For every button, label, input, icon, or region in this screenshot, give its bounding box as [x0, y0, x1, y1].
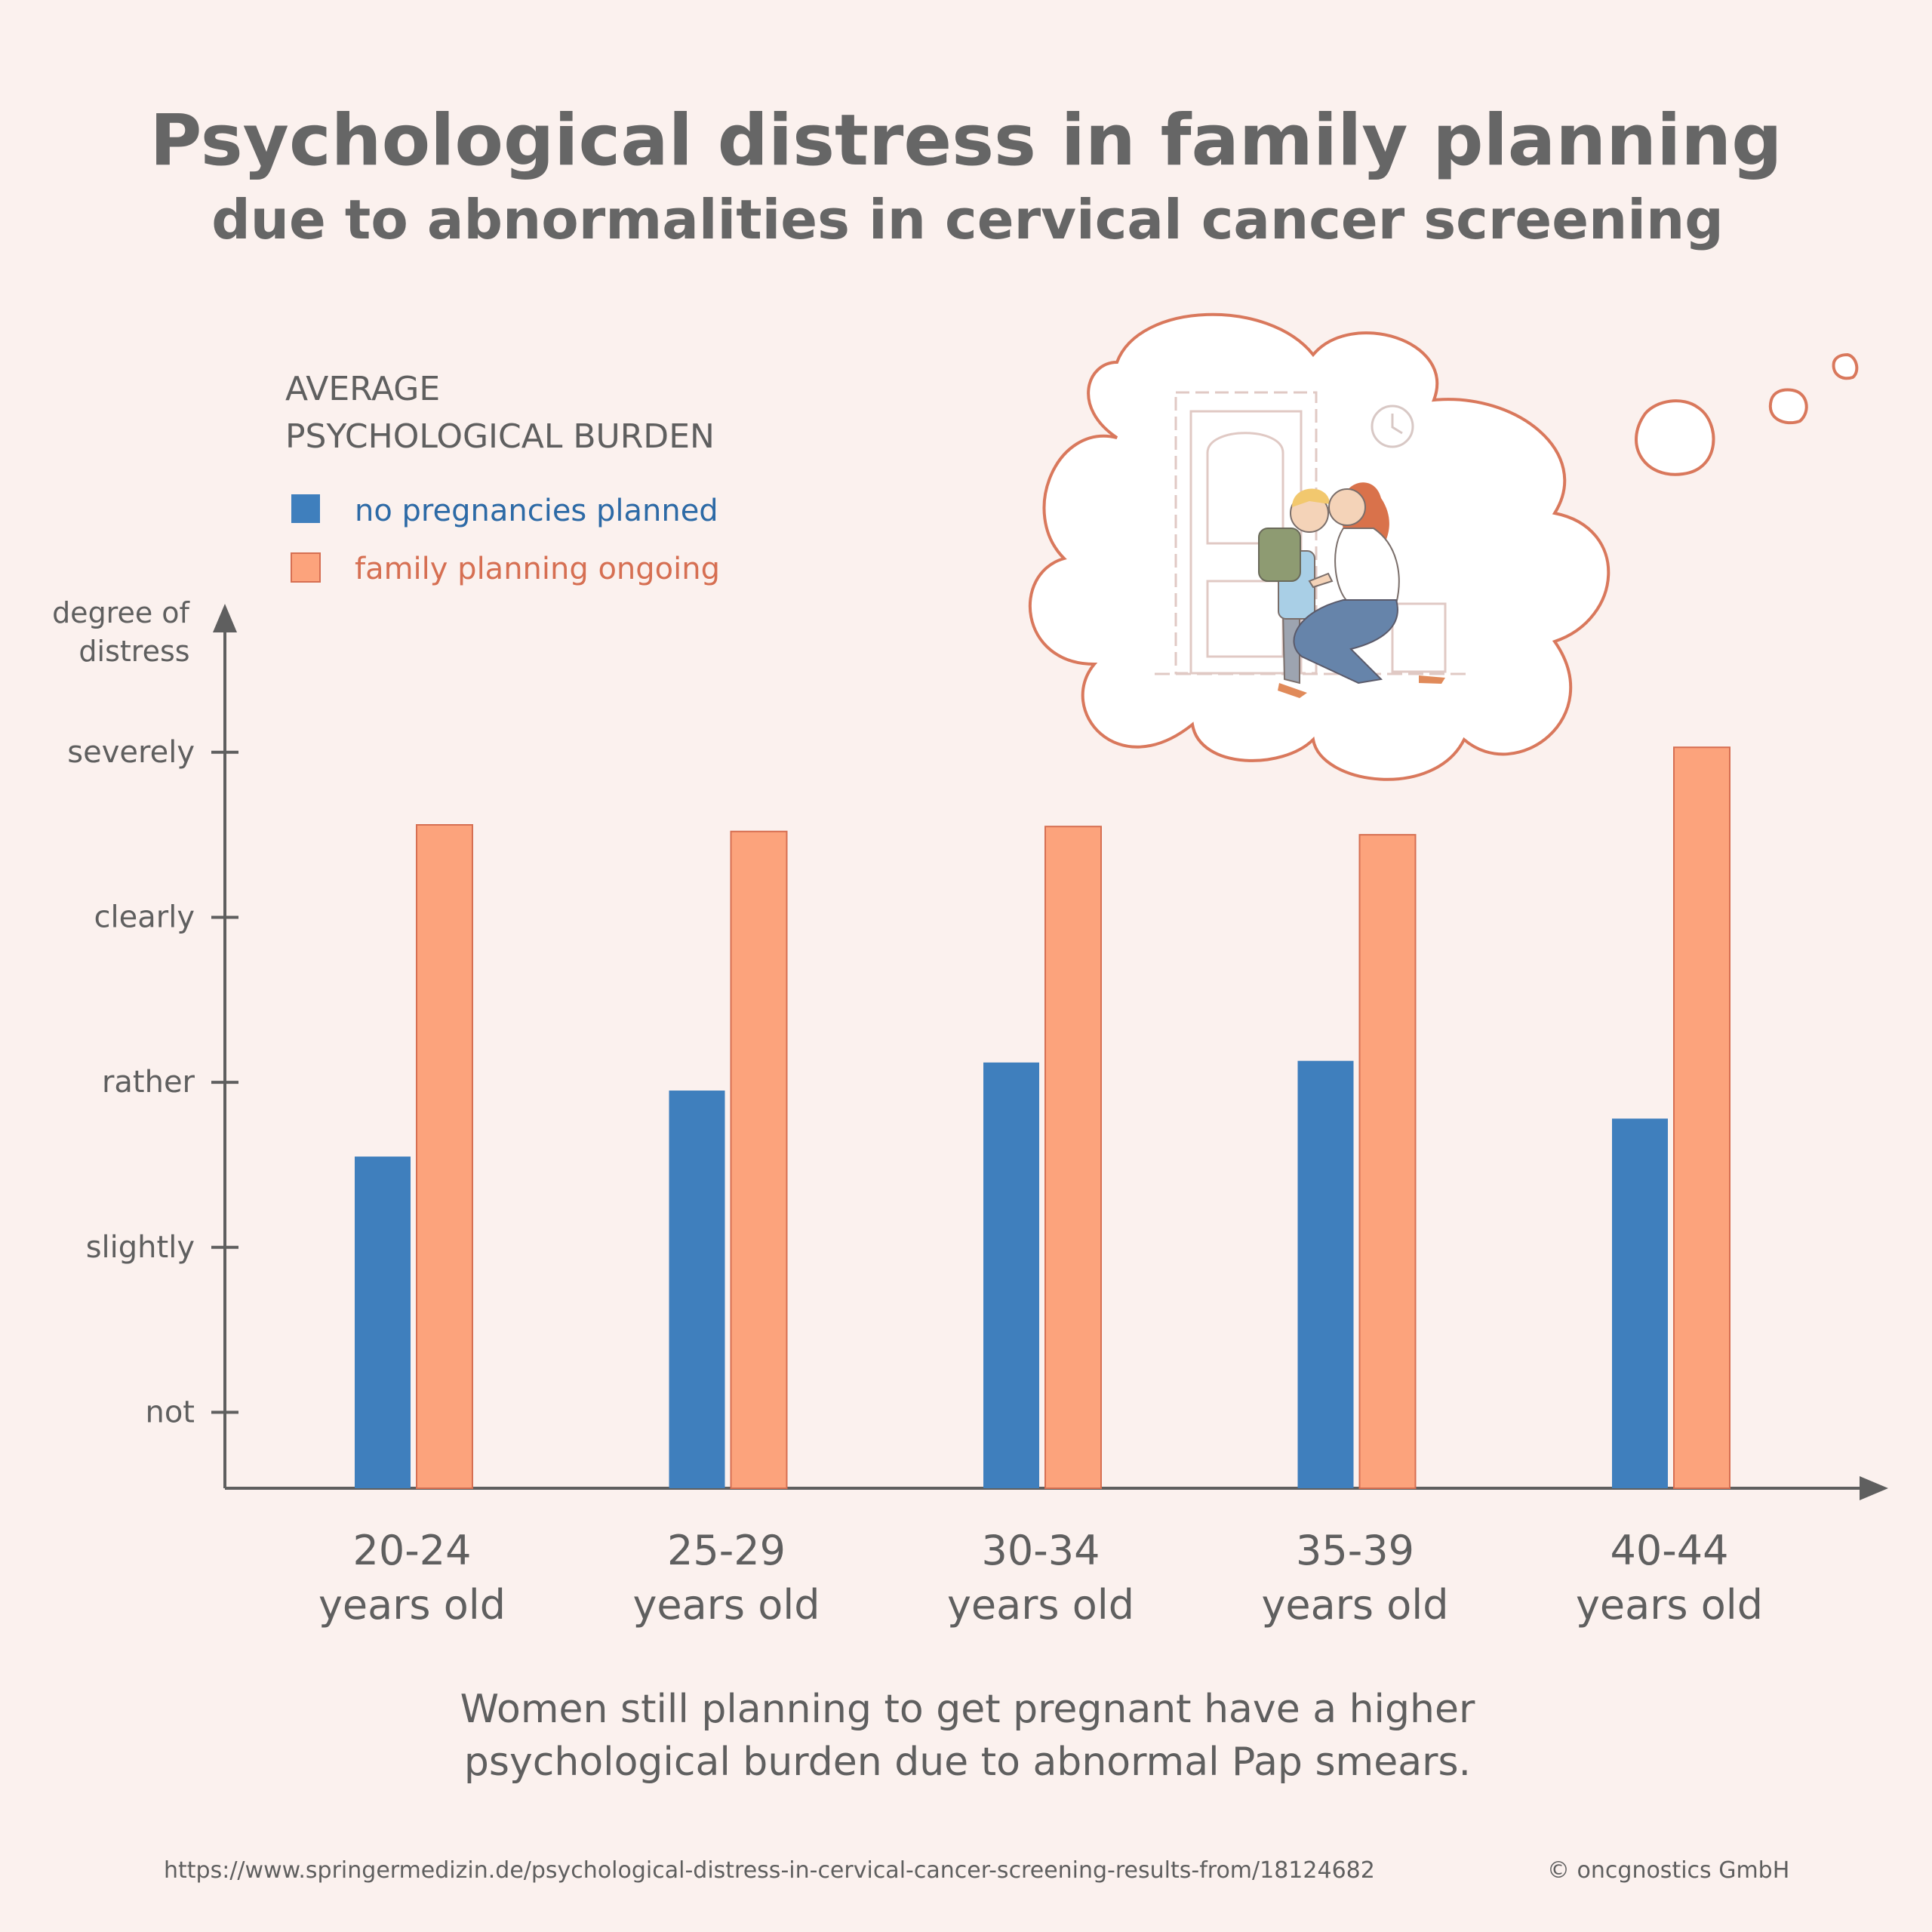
bar-family-planning-ongoing — [1358, 834, 1417, 1489]
y-tick-label: rather — [102, 1065, 195, 1100]
legend-label-family-planning: family planning ongoing — [355, 552, 720, 586]
cabinet — [1391, 602, 1447, 673]
caption-line1: Women still planning to get pregnant hav… — [460, 1687, 1475, 1732]
x-tick-label: 35-39 — [1296, 1527, 1414, 1574]
bar-no-pregnancies-planned — [669, 1091, 725, 1488]
bar-family-planning-ongoing — [730, 830, 788, 1489]
x-tick-sublabel: years old — [947, 1581, 1134, 1629]
bar-family-planning-ongoing — [1673, 746, 1730, 1489]
x-tick-label: 25-29 — [667, 1527, 786, 1574]
y-tick-label: not — [145, 1395, 195, 1429]
x-tick-sublabel: years old — [1261, 1581, 1448, 1629]
legend: AVERAGE PSYCHOLOGICAL BURDEN no pregnanc… — [285, 370, 720, 586]
x-tick-label: 40-44 — [1611, 1527, 1729, 1574]
bar-family-planning-ongoing — [1044, 826, 1102, 1489]
legend-swatch-orange — [291, 552, 321, 583]
thought-bubble-small — [1832, 352, 1859, 380]
y-axis-label-line1: degree of — [52, 596, 190, 629]
thought-cloud-illustration — [1028, 312, 1859, 781]
y-axis-label-line2: distress — [78, 635, 189, 668]
y-tick-label: severely — [67, 735, 195, 770]
bar-no-pregnancies-planned — [1612, 1118, 1668, 1488]
x-tick-sublabel: years old — [318, 1581, 506, 1629]
clock-icon — [1371, 405, 1414, 448]
x-tick-label: 20-24 — [353, 1527, 472, 1574]
y-tick-label: slightly — [86, 1230, 195, 1265]
thought-bubble-large — [1635, 399, 1715, 476]
door-panel-top — [1206, 432, 1284, 545]
bar-no-pregnancies-planned — [983, 1062, 1039, 1488]
x-labels: 20-24 years old 25-29 years old 30-34 years o… — [318, 1527, 1763, 1629]
legend-swatch-blue — [291, 494, 320, 523]
bar-no-pregnancies-planned — [1297, 1060, 1354, 1488]
y-ticks: not slightly rather clearly severely — [67, 735, 238, 1429]
y-axis-arrowhead — [213, 604, 237, 632]
x-tick-sublabel: years old — [632, 1581, 820, 1629]
y-tick-label: clearly — [94, 900, 195, 934]
x-tick-sublabel: years old — [1576, 1581, 1763, 1629]
child-figure — [1258, 488, 1330, 698]
thought-bubble-medium — [1768, 388, 1808, 425]
source-link[interactable]: https://www.springermedizin.de/psycholog… — [164, 1857, 1375, 1884]
legend-title-line1: AVERAGE — [285, 370, 440, 408]
caption-line2: psychological burden due to abnormal Pap… — [464, 1740, 1471, 1785]
chart-subtitle: due to abnormalities in cervical cancer … — [211, 188, 1724, 251]
thought-cloud — [1028, 312, 1611, 781]
copyright: © oncgnostics GmbH — [1547, 1857, 1789, 1884]
bars — [355, 746, 1730, 1489]
mother-figure — [1293, 482, 1445, 685]
bar-family-planning-ongoing — [416, 824, 473, 1489]
x-axis-arrowhead — [1860, 1476, 1888, 1500]
x-tick-label: 30-34 — [982, 1527, 1100, 1574]
chart-title: Psychological distress in family plannin… — [149, 100, 1782, 182]
bar-no-pregnancies-planned — [355, 1156, 411, 1488]
legend-title-line2: PSYCHOLOGICAL BURDEN — [285, 417, 715, 456]
legend-label-no-pregnancies: no pregnancies planned — [355, 494, 718, 528]
